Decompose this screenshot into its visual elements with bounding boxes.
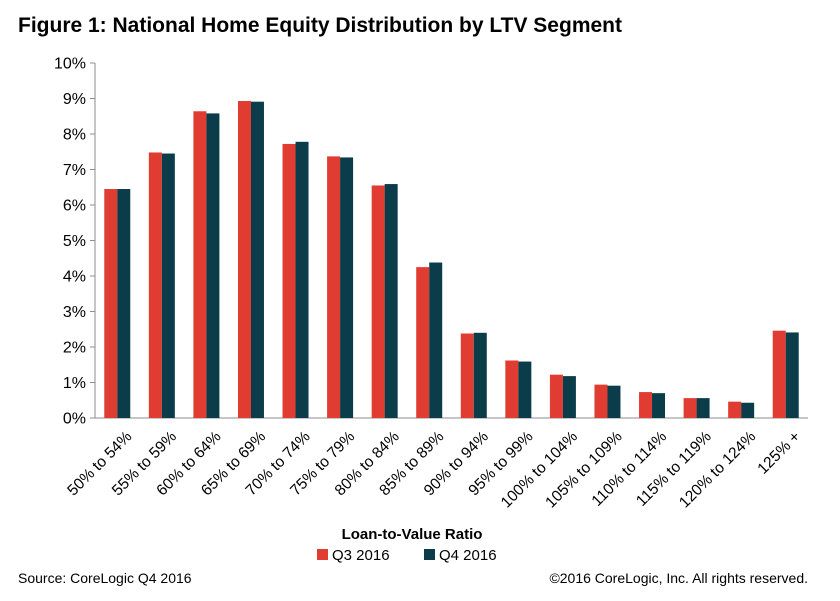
bar-q3-2016 bbox=[104, 189, 118, 418]
bar-q4-2016 bbox=[652, 393, 666, 418]
bar-q3-2016 bbox=[193, 111, 207, 418]
bar-q4-2016 bbox=[384, 184, 398, 418]
legend-swatch bbox=[317, 549, 328, 560]
bar-q4-2016 bbox=[117, 189, 131, 418]
bar-q3-2016 bbox=[416, 267, 430, 418]
bar-q3-2016 bbox=[237, 100, 251, 419]
bar-q3-2016 bbox=[728, 401, 742, 418]
x-tick-label: 105% to 109% bbox=[542, 428, 625, 511]
bar-q4-2016 bbox=[518, 361, 532, 418]
bar-q4-2016 bbox=[295, 141, 309, 418]
chart-title: Figure 1: National Home Equity Distribut… bbox=[18, 14, 622, 37]
bar-q4-2016 bbox=[250, 101, 264, 418]
bar-q3-2016 bbox=[594, 384, 608, 418]
bar-q3-2016 bbox=[327, 156, 341, 419]
bar-q3-2016 bbox=[148, 152, 162, 418]
x-axis-title: Loan-to-Value Ratio bbox=[342, 526, 483, 543]
bar-q4-2016 bbox=[741, 402, 755, 418]
bar-q4-2016 bbox=[696, 398, 710, 418]
bar-q3-2016 bbox=[549, 374, 563, 418]
y-tick-label: 0% bbox=[63, 411, 86, 428]
bar-q4-2016 bbox=[206, 113, 220, 418]
bar-q4-2016 bbox=[340, 157, 354, 418]
x-tick-label: 100% to 104% bbox=[498, 428, 581, 511]
bar-q4-2016 bbox=[607, 385, 621, 418]
y-tick-label: 2% bbox=[63, 340, 86, 357]
bar-q3-2016 bbox=[505, 360, 519, 418]
bar-q3-2016 bbox=[639, 392, 653, 418]
y-tick-label: 4% bbox=[63, 269, 86, 286]
x-tick-label: 125% + bbox=[754, 428, 804, 478]
y-tick-label: 7% bbox=[63, 162, 86, 179]
bar-q3-2016 bbox=[772, 330, 786, 418]
bar-q4-2016 bbox=[161, 153, 175, 418]
bar-q3-2016 bbox=[683, 398, 697, 418]
y-tick-label: 8% bbox=[63, 127, 86, 144]
legend-label: Q4 2016 bbox=[439, 547, 497, 564]
x-tick-label: 120% to 124% bbox=[676, 428, 759, 511]
y-tick-label: 6% bbox=[63, 198, 86, 215]
legend-label: Q3 2016 bbox=[332, 547, 390, 564]
bar-q3-2016 bbox=[460, 333, 474, 418]
bar-q4-2016 bbox=[785, 332, 799, 418]
y-tick-label: 3% bbox=[63, 304, 86, 321]
y-tick-label: 10% bbox=[54, 56, 86, 73]
bar-q4-2016 bbox=[473, 332, 487, 418]
bar-q4-2016 bbox=[562, 376, 576, 418]
y-tick-label: 5% bbox=[63, 233, 86, 250]
copyright-note: ©2016 CoreLogic, Inc. All rights reserve… bbox=[549, 570, 808, 586]
source-note: Source: CoreLogic Q4 2016 bbox=[18, 570, 192, 586]
y-tick-label: 9% bbox=[63, 91, 86, 108]
bar-q3-2016 bbox=[282, 143, 296, 418]
legend-swatch bbox=[424, 549, 435, 560]
y-tick-label: 1% bbox=[63, 375, 86, 392]
chart-bars bbox=[104, 100, 799, 419]
bar-q3-2016 bbox=[371, 185, 385, 418]
chart-legend: Q3 2016 Q4 2016 bbox=[317, 547, 497, 564]
bar-q4-2016 bbox=[429, 262, 443, 418]
